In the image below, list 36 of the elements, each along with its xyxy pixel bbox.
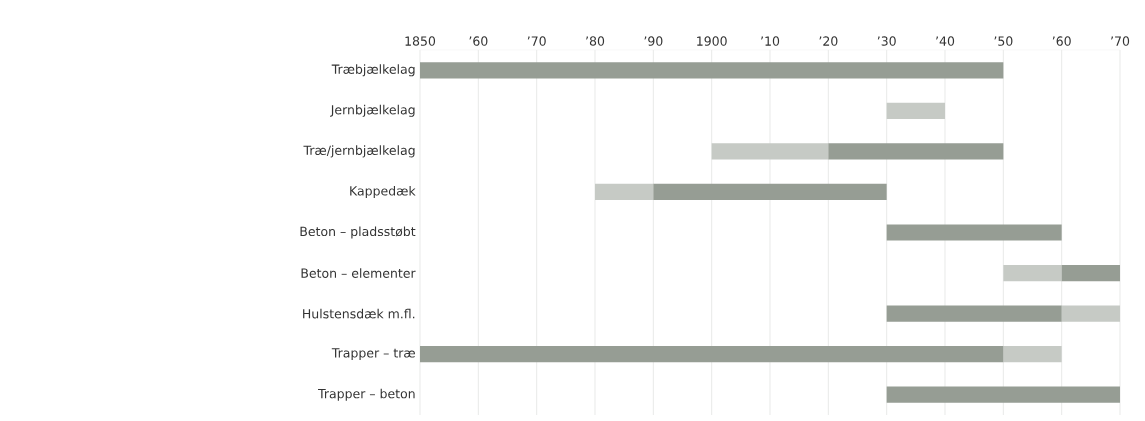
bar [653, 183, 887, 201]
y-tick-label: Træ/jernbjælkelag [303, 145, 415, 158]
x-tick-label: ’10 [761, 36, 780, 46]
bar [595, 183, 654, 201]
x-tick-label: ’80 [586, 36, 605, 46]
x-tick-label: ’90 [644, 36, 663, 46]
bar [886, 305, 1062, 322]
y-tick-label: Hulstensdæk m.fl. [303, 308, 415, 319]
y-tick-label: Kappedæk [350, 185, 416, 198]
x-tick-label: 1850 [405, 36, 436, 46]
bar [886, 386, 1121, 403]
x-tick-label: ’30 [877, 36, 896, 46]
x-tick-label: ’20 [819, 36, 838, 46]
bar [886, 224, 1062, 241]
x-tick-label: ’60 [1052, 36, 1071, 46]
x-tick-label: 1900 [697, 36, 727, 46]
x-tick-label: ’40 [936, 36, 955, 46]
bar [420, 346, 1004, 363]
x-tick-label: ’60 [469, 36, 488, 46]
bar [1061, 264, 1121, 282]
x-tick-label: ’70 [527, 36, 546, 46]
y-tick-label: Beton – pladsstøbt [300, 226, 416, 239]
bar [886, 102, 946, 119]
y-tick-label: Beton – elementer [301, 268, 416, 278]
bar [1003, 346, 1062, 363]
y-tick-label: Jernbjælkelag [330, 104, 415, 117]
y-tick-label: Trapper – beton [318, 388, 415, 401]
bar [1061, 305, 1121, 322]
bar [420, 62, 1004, 79]
y-tick-label: Træbjælkelag [331, 64, 415, 77]
bar [711, 143, 829, 160]
bar [828, 143, 1004, 160]
bar [1003, 264, 1062, 282]
x-tick-label: ’50 [994, 36, 1013, 46]
x-tick-label: ’70 [1111, 36, 1130, 46]
y-tick-label: Trapper – træ [331, 348, 415, 361]
